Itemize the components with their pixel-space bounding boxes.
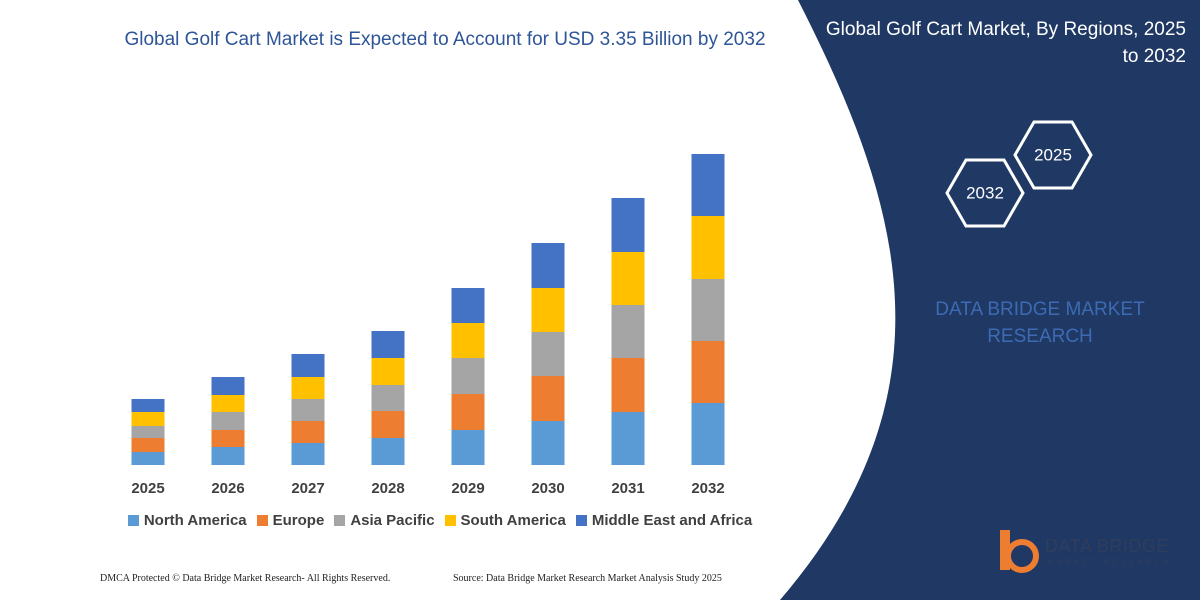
legend-item: South America bbox=[444, 512, 566, 529]
x-tick-label: 2029 bbox=[451, 480, 484, 497]
bar-segment bbox=[211, 377, 245, 395]
legend-label: Middle East and Africa bbox=[591, 512, 753, 529]
bar-segment bbox=[451, 358, 485, 394]
legend-item: Middle East and Africa bbox=[575, 512, 753, 529]
bar-segment bbox=[131, 412, 165, 426]
bar-segment bbox=[291, 399, 325, 421]
bar-segment bbox=[131, 438, 165, 452]
legend-item: Asia Pacific bbox=[334, 512, 435, 529]
bar-segment bbox=[371, 358, 405, 385]
bar-segment bbox=[291, 443, 325, 465]
brand: DATA BRIDGE MARKET RESEARCH bbox=[935, 299, 1145, 347]
bar-segment bbox=[451, 288, 485, 323]
legend: North America Europe Asia Pacific South Ame… bbox=[100, 512, 780, 529]
bar-segment bbox=[371, 411, 405, 438]
x-tick-label: 2028 bbox=[371, 480, 404, 497]
bar-segment bbox=[131, 426, 165, 438]
bar-segment bbox=[611, 252, 645, 305]
legend-label: North America bbox=[143, 512, 247, 529]
x-tick-label: 2031 bbox=[611, 480, 644, 497]
logo-name: DATA BRIDGE bbox=[1045, 536, 1169, 556]
bar-segment bbox=[131, 399, 165, 412]
legend-label: Europe bbox=[272, 512, 325, 529]
bar-segment bbox=[371, 438, 405, 465]
bar-segment bbox=[611, 305, 645, 358]
bar-segment bbox=[211, 395, 245, 412]
bar-segment bbox=[531, 332, 565, 376]
legend-item: Europe bbox=[256, 512, 325, 529]
x-tick-label: 2027 bbox=[291, 480, 324, 497]
footer-source: Source: Data Bridge Market Research Mark… bbox=[453, 573, 722, 584]
x-tick-label: 2032 bbox=[691, 480, 724, 497]
bar-segment bbox=[371, 331, 405, 358]
legend-swatch bbox=[127, 515, 139, 526]
panel-title: Global Golf Cart Market, By Regions, 202… bbox=[825, 19, 1186, 67]
legend-label: South America bbox=[460, 512, 566, 529]
hexagon-label: 2025 bbox=[1034, 145, 1072, 164]
x-tick-label: 2025 bbox=[131, 480, 164, 497]
bar-segment bbox=[611, 198, 645, 252]
hexagon-label: 2032 bbox=[966, 183, 1004, 202]
bar-segment bbox=[291, 354, 325, 377]
logo-subtitle: MARKET RESEARCH bbox=[1047, 558, 1172, 567]
bar-segment bbox=[211, 447, 245, 465]
hexagon bbox=[1013, 120, 1093, 190]
legend-swatch bbox=[334, 515, 346, 526]
bar-segment bbox=[691, 216, 725, 279]
legend-swatch bbox=[444, 515, 456, 526]
bar-segment bbox=[131, 452, 165, 465]
bar-segment bbox=[291, 421, 325, 443]
bar-segment bbox=[691, 279, 725, 341]
bar-segment bbox=[531, 376, 565, 421]
bar-segment bbox=[611, 412, 645, 465]
footer-note: DMCA Protected © Data Bridge Market Rese… bbox=[100, 573, 391, 584]
bar-segment bbox=[371, 385, 405, 411]
bar-segment bbox=[531, 288, 565, 332]
logo-mark bbox=[1005, 539, 1039, 573]
logo-mark bbox=[1000, 530, 1010, 570]
bar-segment bbox=[691, 341, 725, 403]
bar-segment bbox=[611, 358, 645, 412]
bar-segment bbox=[451, 430, 485, 465]
bar-segment bbox=[211, 430, 245, 447]
bar-segment bbox=[291, 377, 325, 399]
bar-segment bbox=[691, 154, 725, 216]
x-tick-label: 2026 bbox=[211, 480, 244, 497]
chart-title: Global Golf Cart Market is Expected to A… bbox=[124, 29, 766, 50]
legend-swatch bbox=[256, 515, 268, 526]
hexagon bbox=[945, 158, 1025, 228]
bar-segment bbox=[451, 323, 485, 358]
x-tick-label: 2030 bbox=[531, 480, 564, 497]
bar-segment bbox=[691, 403, 725, 465]
bar-segment bbox=[451, 394, 485, 430]
bar-segment bbox=[531, 243, 565, 288]
legend-item: North America bbox=[127, 512, 247, 529]
side-panel bbox=[780, 0, 1200, 600]
bar-segment bbox=[531, 421, 565, 465]
legend-label: Asia Pacific bbox=[350, 512, 435, 529]
logo bbox=[1000, 530, 1039, 573]
bar-segment bbox=[211, 412, 245, 430]
legend-swatch bbox=[575, 515, 587, 526]
